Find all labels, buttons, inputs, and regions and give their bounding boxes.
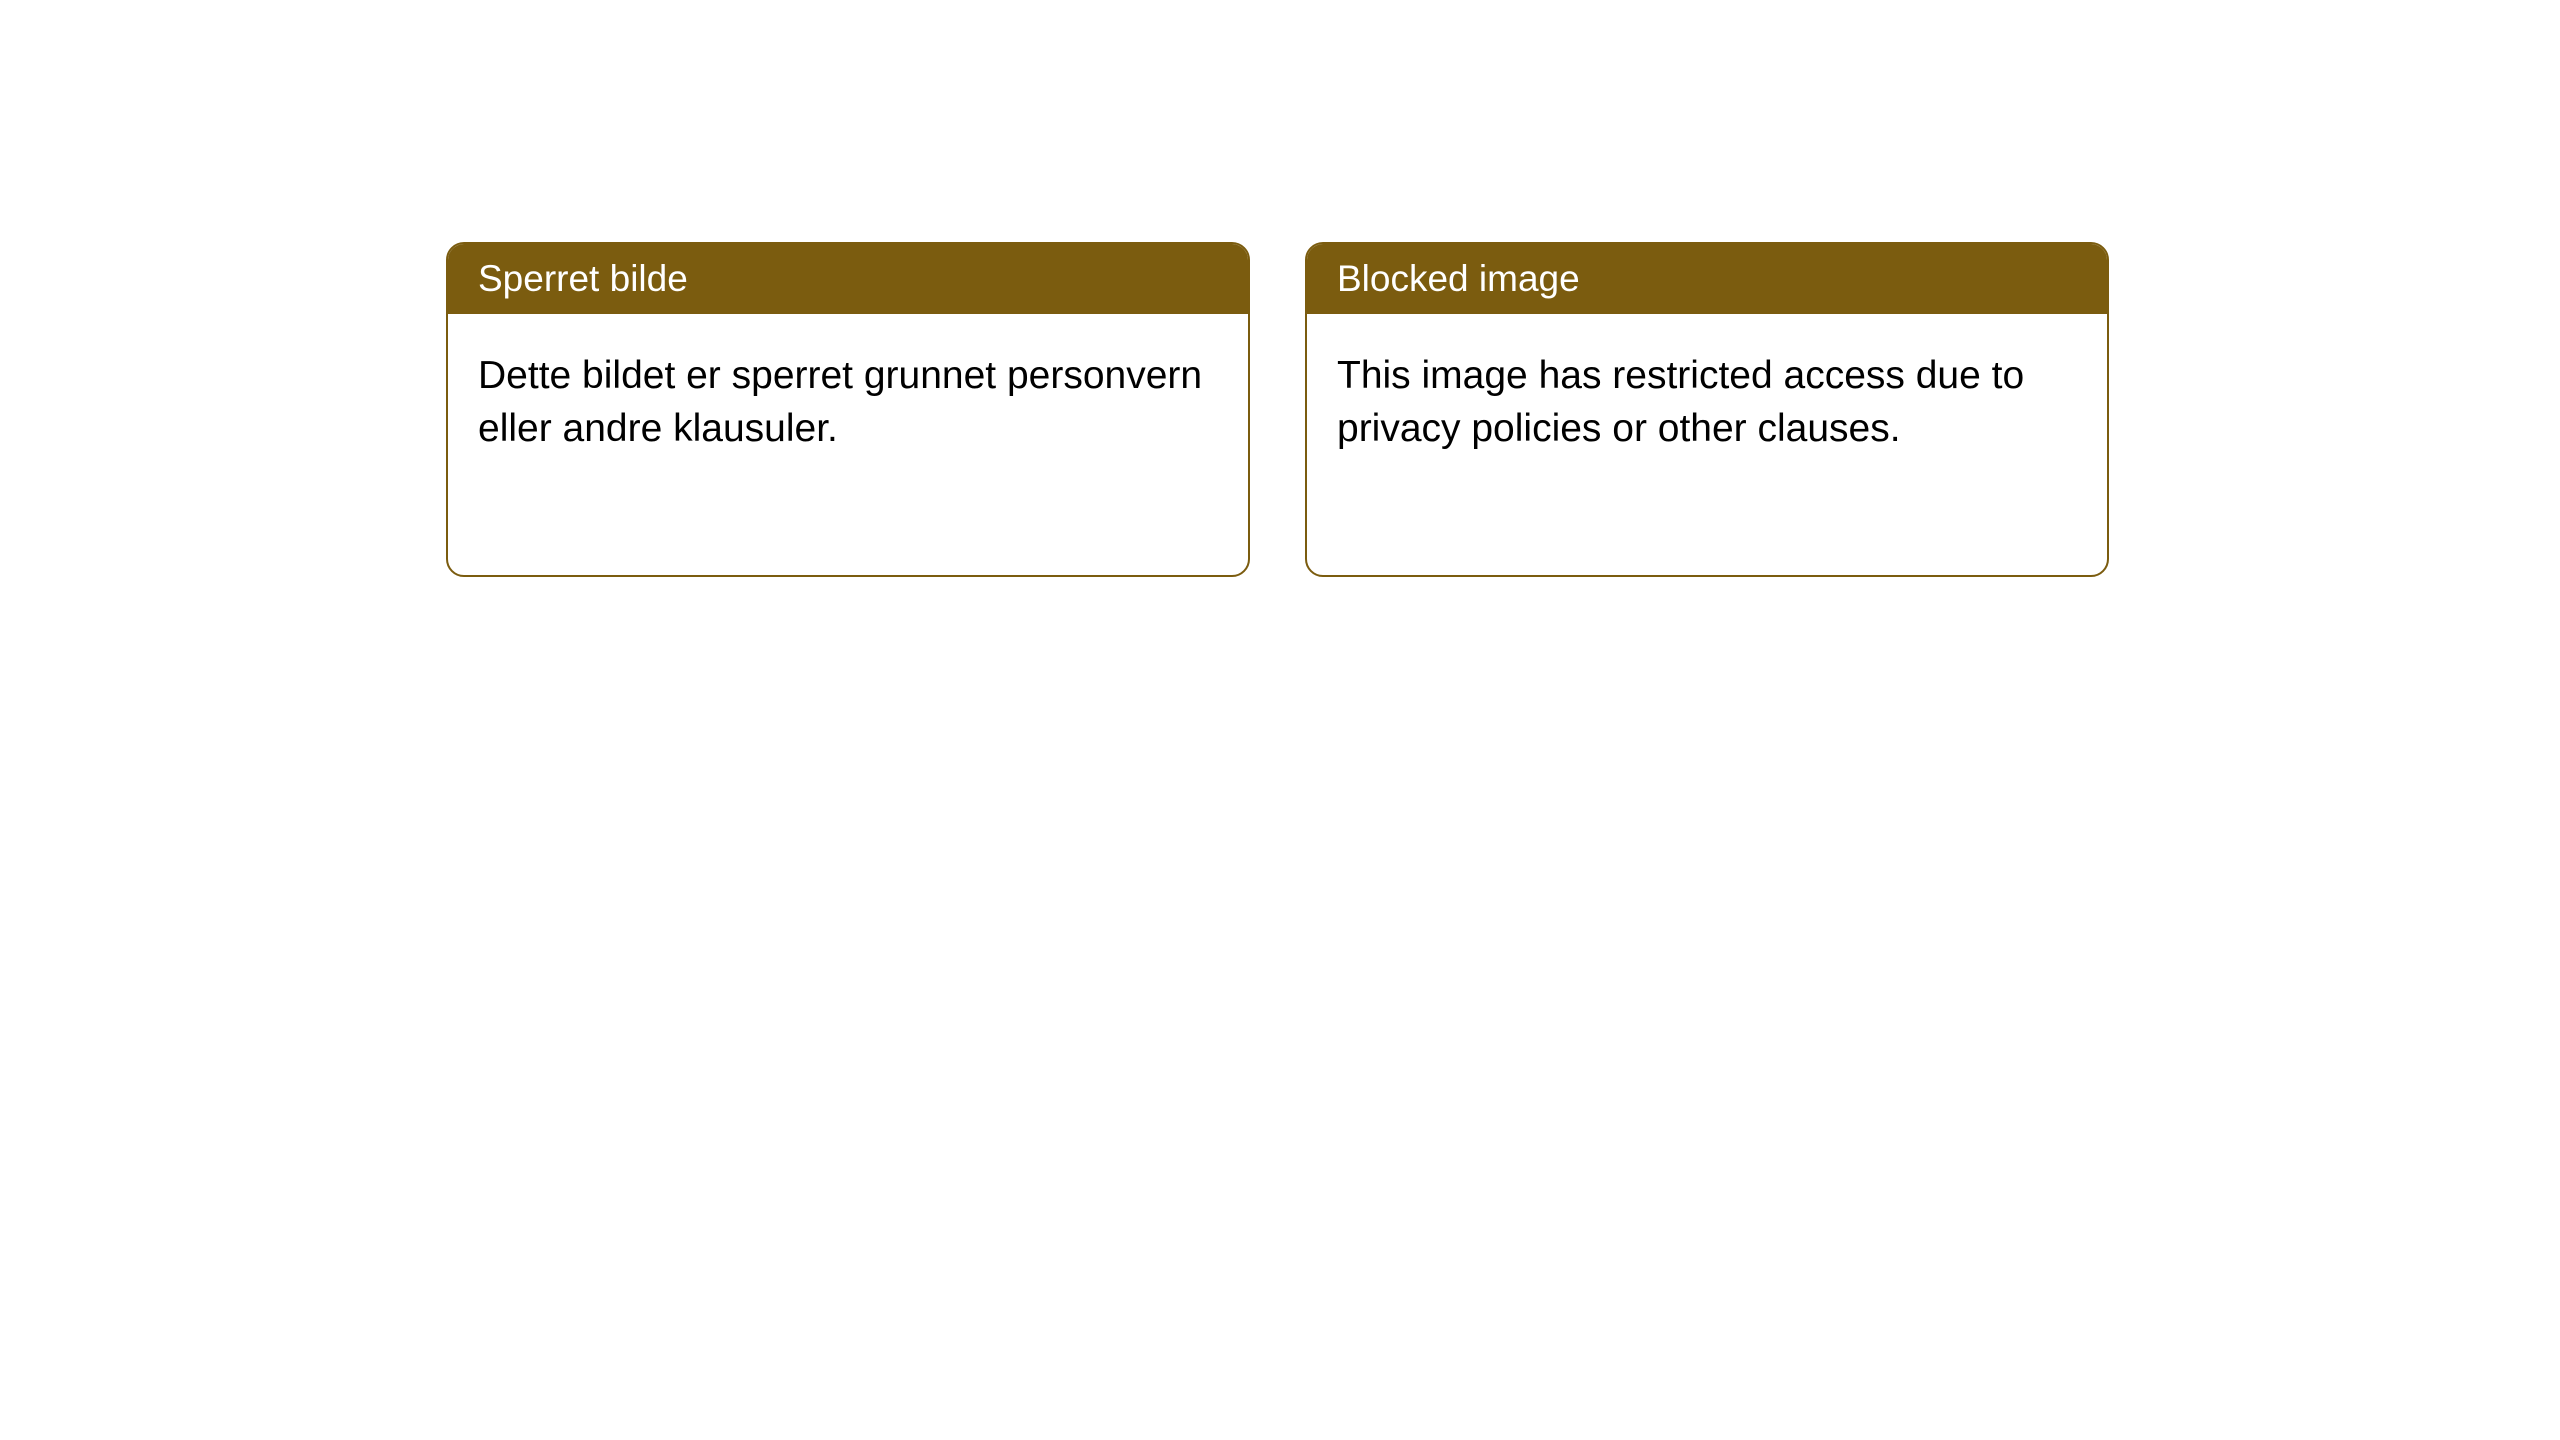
notice-card-norwegian: Sperret bilde Dette bildet er sperret gr…	[446, 242, 1250, 577]
card-header-norwegian: Sperret bilde	[448, 244, 1248, 314]
card-body-norwegian: Dette bildet er sperret grunnet personve…	[448, 314, 1248, 485]
card-body-text: This image has restricted access due to …	[1337, 354, 2024, 450]
notice-card-english: Blocked image This image has restricted …	[1305, 242, 2109, 577]
card-title: Blocked image	[1337, 258, 1580, 299]
card-body-english: This image has restricted access due to …	[1307, 314, 2107, 485]
notice-cards-container: Sperret bilde Dette bildet er sperret gr…	[446, 242, 2109, 577]
card-title: Sperret bilde	[478, 258, 688, 299]
card-header-english: Blocked image	[1307, 244, 2107, 314]
card-body-text: Dette bildet er sperret grunnet personve…	[478, 354, 1202, 450]
